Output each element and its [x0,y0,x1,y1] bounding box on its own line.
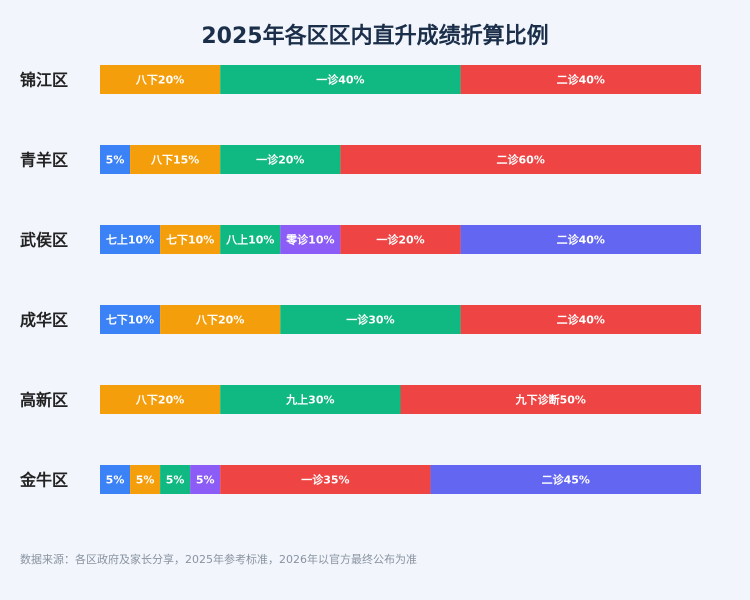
bar-segment [190,465,221,494]
category-label: 金牛区 [19,471,68,490]
segment-label: 零诊10% [285,233,334,247]
data-source-note: 数据来源：各区政府及家长分享，2025年参考标准，2026年以官方最终公布为准 [20,553,417,566]
segment-label: 七上10% [106,233,154,247]
chart-title: 2025年各区区内直升成绩折算比例 [201,24,549,49]
category-label: 武侯区 [20,231,68,250]
bar-segment [280,305,461,334]
segment-label: 七下10% [106,313,154,327]
bar-segment [220,145,341,174]
bar-segment [160,305,281,334]
category-label: 青羊区 [20,151,68,170]
bar-segment [220,65,461,94]
segment-label: 八下20% [135,74,184,87]
segment-label: 5% [106,154,125,167]
segment-label: 一诊40% [316,73,364,87]
bar-segment [100,145,131,174]
segment-label: 二诊45% [542,473,590,487]
segment-label: 二诊40% [557,233,605,247]
segment-label: 5% [196,474,215,487]
bar-segment [220,225,281,254]
bar-segment [100,65,221,94]
segment-label: 七下10% [166,233,214,247]
segment-label: 二诊60% [497,153,545,167]
bar-segment [220,465,431,494]
segment-label: 一诊20% [376,233,424,247]
segment-label: 一诊30% [346,313,394,327]
bar-segment [460,65,701,94]
segment-label: 二诊40% [557,73,605,87]
bar-segment [130,145,221,174]
category-label: 高新区 [20,391,68,410]
bar-segment [220,385,401,414]
bar-segment [100,385,221,414]
segment-label: 八上10% [225,233,274,247]
bar-segment [160,465,191,494]
category-label: 成华区 [20,311,68,330]
bar-segment [130,465,161,494]
segment-label: 5% [136,474,155,487]
segment-label: 一诊35% [301,473,349,487]
bar-segment [100,225,161,254]
bar-segment [430,465,701,494]
segment-label: 一诊20% [256,153,304,167]
segment-label: 二诊40% [557,313,605,327]
segment-label: 八下20% [135,394,184,407]
category-label: 锦江区 [20,71,68,90]
bar-segment [400,385,701,414]
bar-segment [100,305,161,334]
bar-segment [160,225,221,254]
bar-segment [340,145,701,174]
segment-label: 5% [106,474,125,487]
bar-segment [460,305,701,334]
segment-label: 八下20% [195,314,244,327]
segment-label: 八下15% [150,154,199,167]
segment-label: 5% [166,474,185,487]
segment-label: 九下诊断50% [515,393,586,407]
bar-segment [280,225,341,254]
segment-label: 九上30% [285,393,334,407]
bar-segment [340,225,461,254]
bar-segment [100,465,131,494]
bar-segment [460,225,701,254]
